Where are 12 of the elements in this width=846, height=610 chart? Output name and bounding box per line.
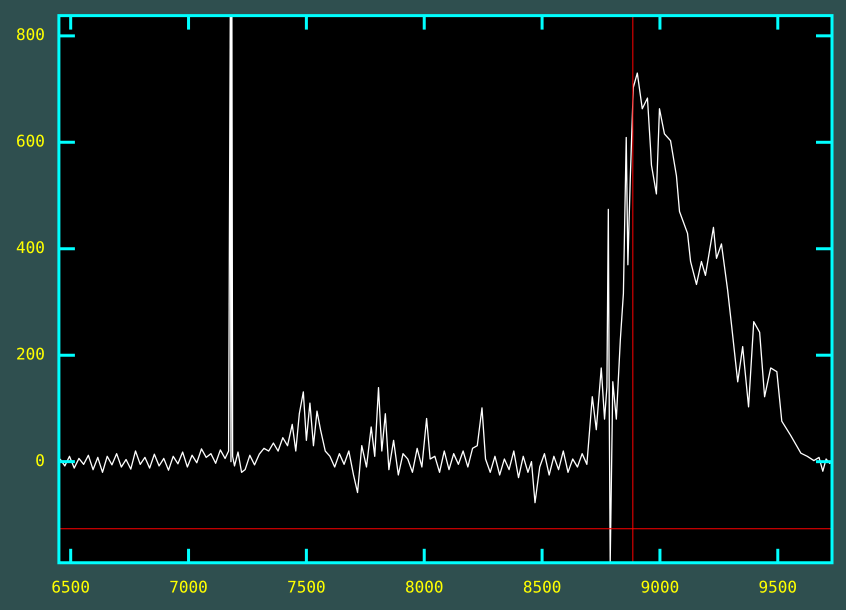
x-tick-label: 9000 [640,578,680,597]
x-tick-label: 9500 [758,578,798,597]
y-tick-label: 600 [16,131,45,150]
x-tick-label: 6500 [51,578,90,597]
y-tick-label: 0 [35,450,45,470]
x-tick-label: 7500 [287,578,326,597]
y-tick-label: 800 [16,24,45,44]
y-tick-label: 200 [16,344,45,364]
x-tick-label: 8500 [522,578,562,597]
x-tick-label: 8000 [404,578,444,597]
y-tick-label: 400 [16,238,45,257]
x-tick-label: 7000 [169,578,208,597]
